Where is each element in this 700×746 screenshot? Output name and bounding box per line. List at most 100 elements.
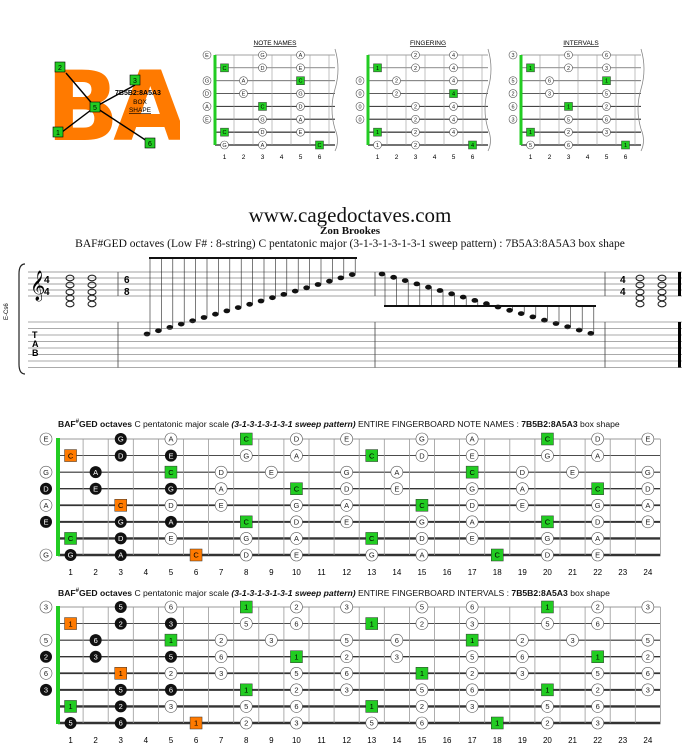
sweep-note xyxy=(459,294,467,300)
fret-note-marker xyxy=(390,482,404,496)
fret-note-label: 2 xyxy=(420,619,424,628)
mini-open-marker xyxy=(355,114,365,124)
open-string-label: G xyxy=(43,468,49,477)
mini-note-marker xyxy=(602,102,611,111)
fret-note-label: 3 xyxy=(94,652,98,661)
mini-fret-number: 2 xyxy=(395,154,399,161)
mini-open-label: E xyxy=(205,53,209,59)
mini-open-label: 0 xyxy=(358,79,361,85)
fret-note-marker xyxy=(591,683,604,697)
fret-note-label: E xyxy=(470,451,475,460)
fret-note-label: 6 xyxy=(646,669,650,678)
fret-note-label: A xyxy=(93,468,98,477)
fret-note-marker xyxy=(365,617,378,630)
fret-number: 5 xyxy=(169,568,174,577)
fret-note-label: 3 xyxy=(470,702,474,711)
fret-note-label: E xyxy=(269,468,274,477)
fret-number: 12 xyxy=(342,736,351,745)
mini-diagram-title: FINGERING xyxy=(410,40,446,47)
fret-note-label: 5 xyxy=(545,702,549,711)
chord-note xyxy=(65,274,75,282)
fret-note-marker xyxy=(491,548,504,562)
mini-note-label: A xyxy=(299,117,303,123)
fret-note-marker xyxy=(541,600,554,614)
logo-shape-label-shape: SHAPE xyxy=(129,107,152,114)
mini-note-label: 2 xyxy=(605,104,608,110)
mini-note-label: 2 xyxy=(414,104,417,110)
chord-note xyxy=(87,274,97,282)
sweep-note xyxy=(155,328,162,334)
fret-number: 4 xyxy=(144,568,149,577)
chord-note xyxy=(65,281,75,289)
fret-note-marker xyxy=(365,449,378,462)
fret-note-label: A xyxy=(344,501,349,510)
mini-note-marker xyxy=(315,140,324,150)
fret-note-label: G xyxy=(118,435,124,444)
fret-note-marker xyxy=(541,449,554,462)
fret-note-label: G xyxy=(243,451,249,460)
fret-note-marker xyxy=(164,650,177,663)
mini-note-label: A xyxy=(261,143,265,149)
fret-note-marker xyxy=(641,465,655,479)
mini-fret-number: 4 xyxy=(433,154,437,161)
fret-note-marker xyxy=(290,482,303,495)
mini-open-marker xyxy=(355,76,365,86)
logo-badge-label: 6 xyxy=(148,141,152,148)
fret-note-label: 2 xyxy=(520,636,524,645)
mini-note-marker xyxy=(449,127,458,137)
sweep-note xyxy=(337,275,345,281)
fret-note-marker xyxy=(541,617,554,630)
fret-note-marker xyxy=(465,666,479,680)
fret-note-label: 1 xyxy=(294,652,298,661)
fret-note-label: 1 xyxy=(545,686,549,695)
mini-note-label: C xyxy=(261,104,265,110)
mini-note-marker xyxy=(545,89,554,98)
sweep-note xyxy=(189,318,196,324)
mini-fret-number: 3 xyxy=(414,154,418,161)
open-string-label: 3 xyxy=(44,686,48,695)
treble-clef: 𝄞 xyxy=(30,270,45,302)
mini-note-marker xyxy=(564,102,573,111)
fret-note-marker xyxy=(340,683,353,697)
fret-note-marker xyxy=(566,633,579,647)
fret-note-label: G xyxy=(344,468,350,477)
mini-open-label: D xyxy=(205,92,209,98)
fret-note-label: D xyxy=(595,435,601,444)
mini-note-label: D xyxy=(261,66,265,72)
open-string-marker xyxy=(40,482,52,495)
fret-note-marker xyxy=(239,532,253,545)
logo-badge xyxy=(129,74,141,86)
mini-note-label: 5 xyxy=(567,53,570,59)
fret-note-label: 1 xyxy=(370,619,374,628)
fret-note-label: 3 xyxy=(646,603,650,612)
tuning-label: E-Cs6 xyxy=(4,303,10,320)
fret-number: 8 xyxy=(244,568,249,577)
mini-note-marker xyxy=(296,76,305,85)
fret-number: 1 xyxy=(68,736,73,745)
fret-note-marker xyxy=(64,700,77,713)
fret-note-marker xyxy=(164,700,178,713)
mini-note-label: 3 xyxy=(605,66,608,72)
fret-note-marker xyxy=(465,515,479,529)
fret-number: 2 xyxy=(93,568,98,577)
sweep-note xyxy=(269,295,276,301)
fret-number: 19 xyxy=(518,568,527,577)
fret-note-label: D xyxy=(118,451,124,460)
site-url[interactable]: www.cagedoctaves.com xyxy=(248,203,452,227)
sweep-note xyxy=(448,291,455,297)
fret-note-label: G xyxy=(419,435,425,444)
mini-note-label: A xyxy=(242,79,246,85)
mini-note-marker xyxy=(564,114,573,124)
fret-note-marker xyxy=(541,716,554,730)
fret-note-marker xyxy=(290,666,303,680)
fret-note-label: D xyxy=(168,501,174,510)
fret-note-label: 3 xyxy=(269,636,273,645)
fret-note-marker xyxy=(89,466,102,479)
chord-note xyxy=(65,300,75,308)
fretboard-notes-title: BAF#GED octaves C pentatonic major scale… xyxy=(58,419,620,429)
fret-note-marker xyxy=(591,716,604,730)
fret-note-marker xyxy=(365,716,379,730)
fret-note-marker xyxy=(641,498,655,512)
